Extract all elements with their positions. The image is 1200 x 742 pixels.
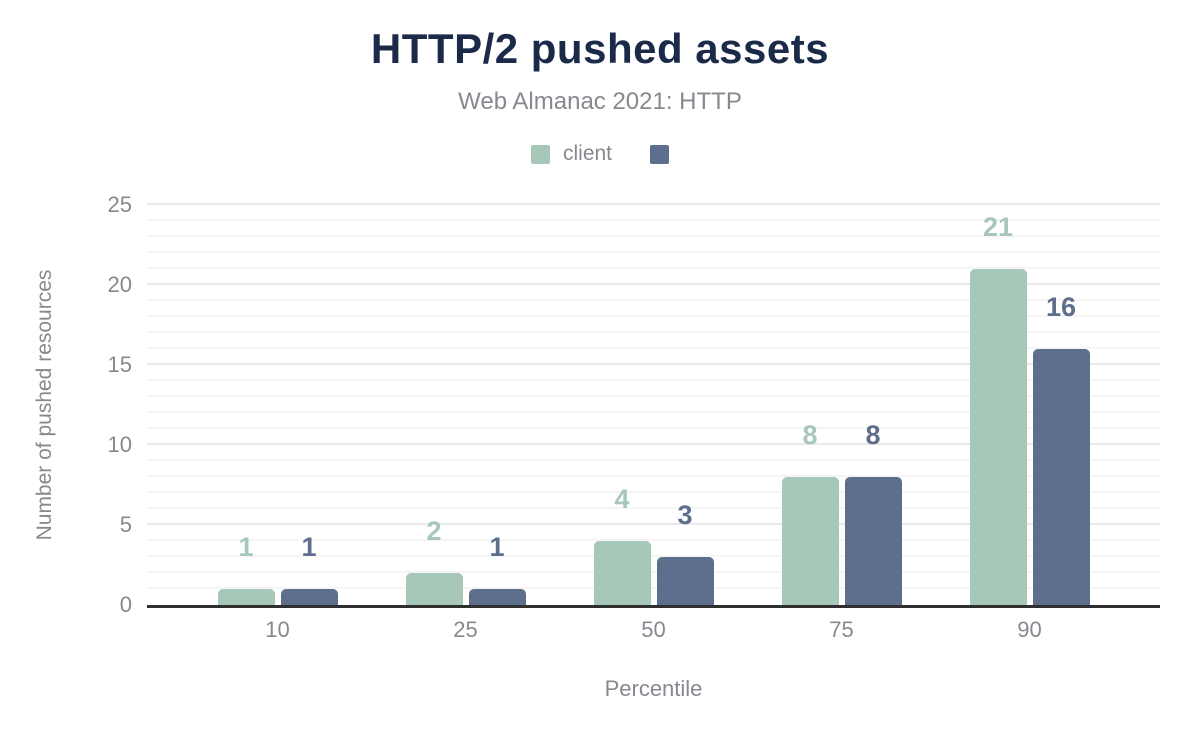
bar-value-label: 16: [1045, 292, 1077, 322]
gridline: [147, 443, 1160, 445]
gridline: [147, 219, 1160, 221]
x-tick-label: 90: [1017, 617, 1042, 642]
gridline: [147, 267, 1160, 269]
gridline: [147, 331, 1160, 333]
gridline: [147, 379, 1160, 381]
bar-value-label: 8: [865, 420, 881, 450]
bar-value-label: 1: [238, 532, 254, 562]
legend-label: client: [562, 142, 613, 165]
gridline: [147, 459, 1160, 461]
gridline: [147, 491, 1160, 493]
gridline: [147, 571, 1160, 573]
x-tick-label: 50: [641, 617, 666, 642]
bar-client-p50[interactable]: [593, 541, 651, 605]
bar-value-label: 8: [802, 420, 818, 450]
gridline: [147, 523, 1160, 525]
bar-value-label: 1: [489, 532, 505, 562]
bar-series1-p50[interactable]: [656, 557, 714, 605]
plot-area: 1 1 10 2 1 25 4 3 50 8 8 75 21 16 90: [147, 203, 1160, 642]
gridline: [147, 507, 1160, 509]
bar-value-label: 2: [426, 516, 442, 546]
bar-series1-p25[interactable]: [468, 589, 526, 605]
gridline: [147, 299, 1160, 301]
gridline: [147, 411, 1160, 413]
x-tick-label: 25: [453, 617, 478, 642]
gridline: [147, 315, 1160, 317]
gridline: [147, 347, 1160, 349]
bar-client-p75[interactable]: [781, 477, 839, 605]
legend-item-client[interactable]: client: [530, 142, 613, 166]
legend-swatch-icon: [530, 144, 550, 164]
bar-client-p10[interactable]: [217, 589, 275, 605]
bar-series1-p75[interactable]: [844, 477, 902, 605]
bar-value-label: 1: [301, 532, 317, 562]
gridline: [147, 475, 1160, 477]
bar-value-label: 3: [677, 500, 693, 530]
y-tick-label: 10: [107, 432, 132, 457]
gridline: [147, 539, 1160, 541]
gridline: [147, 251, 1160, 253]
gridline: [147, 283, 1160, 285]
bar-client-p90[interactable]: [969, 269, 1027, 605]
legend-swatch-icon: [650, 144, 670, 164]
bar-client-p25[interactable]: [405, 573, 463, 605]
gridline: [147, 427, 1160, 429]
gridline: [147, 203, 1160, 205]
legend-item-series1[interactable]: [650, 144, 670, 164]
y-tick-label: 0: [119, 592, 132, 617]
x-axis-title: Percentile: [604, 676, 703, 701]
gridline: [147, 555, 1160, 557]
y-tick-label: 25: [107, 192, 132, 217]
bar-series1-p90[interactable]: [1032, 349, 1090, 605]
bar-value-label: 21: [982, 212, 1014, 242]
y-axis-labels: 0 5 10 15 20 25: [0, 194, 132, 616]
y-tick-label: 20: [107, 272, 132, 297]
bar-value-label: 4: [614, 484, 630, 514]
bar-series1-p10[interactable]: [280, 589, 338, 605]
x-tick-label: 75: [829, 617, 854, 642]
gridline: [147, 587, 1160, 589]
y-tick-label: 5: [119, 512, 132, 537]
gridline: [147, 363, 1160, 365]
gridline: [147, 395, 1160, 397]
x-tick-label: 10: [265, 617, 290, 642]
y-tick-label: 15: [107, 352, 132, 377]
legend: client: [0, 142, 1200, 166]
gridline: [147, 235, 1160, 237]
chart-title: HTTP/2 pushed assets: [370, 25, 830, 72]
chart-subtitle: Web Almanac 2021: HTTP: [458, 88, 742, 115]
